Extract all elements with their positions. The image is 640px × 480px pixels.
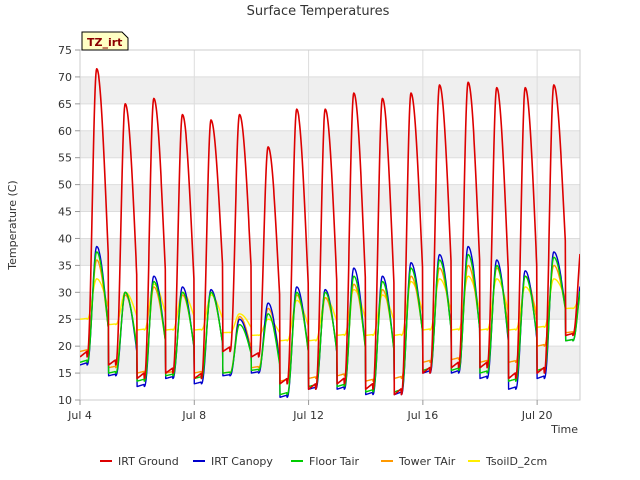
legend-item: IRT Ground <box>100 455 179 468</box>
x-tick-label: Jul 12 <box>292 409 324 422</box>
legend: IRT Ground IRT Canopy Floor Tair Tower TAir… <box>100 455 547 468</box>
legend-item: Floor Tair <box>291 455 360 468</box>
y-tick-label: 10 <box>58 394 72 407</box>
station-badge-box <box>81 31 129 51</box>
x-tick-label: Jul 20 <box>521 409 553 422</box>
legend-item: IRT Canopy <box>193 455 273 468</box>
y-tick-label: 45 <box>58 206 72 219</box>
band <box>80 184 580 212</box>
y-tick-label: 15 <box>58 367 72 380</box>
axis-ticks: 10 15 20 25 30 35 40 45 50 55 60 65 70 75 Jul 4 Jul 8 Ju… <box>58 44 553 422</box>
station-badge-label: TZ_irt <box>87 36 122 49</box>
series-layer <box>80 68 580 398</box>
y-tick-label: 35 <box>58 259 72 272</box>
legend-label: Tower TAir <box>398 455 456 468</box>
background-bands <box>80 76 580 374</box>
y-tick-label: 60 <box>58 125 72 138</box>
y-tick-label: 75 <box>58 44 72 57</box>
y-tick-label: 20 <box>58 340 72 353</box>
x-axis-label: Time <box>550 423 578 436</box>
station-badge: TZ_irt <box>81 31 129 51</box>
x-tick-label: Jul 4 <box>67 409 92 422</box>
legend-label: TsoilD_2cm <box>485 455 547 468</box>
y-tick-label: 40 <box>58 232 72 245</box>
legend-label: IRT Canopy <box>211 455 273 468</box>
x-tick-label: Jul 8 <box>181 409 206 422</box>
plot-area-frame <box>79 49 581 401</box>
legend-label: IRT Ground <box>118 455 179 468</box>
legend-item: Tower TAir <box>381 455 456 468</box>
legend-item: TsoilD_2cm <box>468 455 547 468</box>
y-axis-label: Temperature (C) <box>6 180 19 270</box>
band <box>80 346 580 374</box>
y-tick-label: 65 <box>58 98 72 111</box>
series-line-irt-canopy <box>80 245 580 398</box>
band <box>80 238 580 266</box>
y-tick-label: 50 <box>58 179 72 192</box>
y-tick-label: 25 <box>58 313 72 326</box>
x-tick-label: Jul 16 <box>406 409 438 422</box>
y-tick-label: 55 <box>58 152 72 165</box>
y-tick-label: 70 <box>58 71 72 84</box>
chart-title: Surface Temperatures <box>247 4 390 19</box>
series-line-irt-ground <box>80 68 580 396</box>
y-tick-label: 30 <box>58 286 72 299</box>
series-line-floor-tair <box>80 251 580 396</box>
legend-label: Floor Tair <box>309 455 360 468</box>
